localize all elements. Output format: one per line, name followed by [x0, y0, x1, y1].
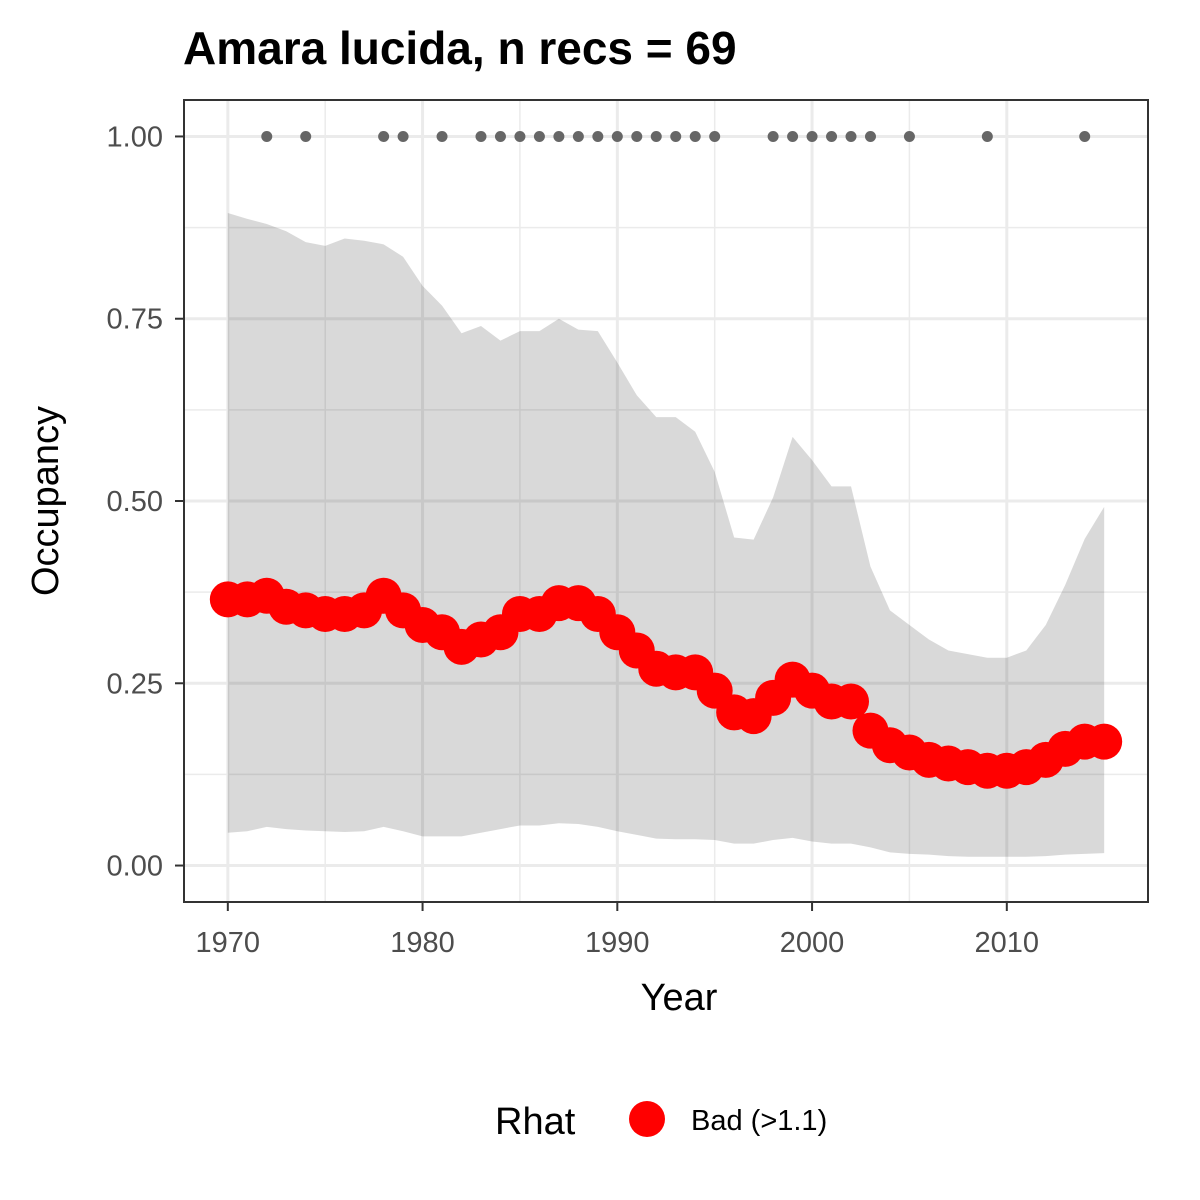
record-point — [689, 130, 701, 142]
record-point — [1079, 130, 1091, 142]
y-axis-title: Occupancy — [25, 406, 67, 596]
record-point — [300, 130, 312, 142]
x-tick-label: 1970 — [196, 927, 261, 959]
record-point — [592, 130, 604, 142]
record-point — [533, 130, 545, 142]
gridlines — [184, 100, 1148, 902]
record-point — [787, 130, 799, 142]
occupancy-point — [833, 683, 870, 720]
record-point — [903, 130, 915, 142]
chart-title: Amara lucida, n recs = 69 — [183, 22, 737, 74]
y-tick-label: 1.00 — [107, 121, 163, 153]
record-point — [631, 130, 643, 142]
record-point — [572, 130, 584, 142]
record-point — [767, 130, 779, 142]
record-point — [806, 130, 818, 142]
x-axis: 1970 1980 1990 2000 2010 — [196, 902, 1040, 959]
record-point — [845, 130, 857, 142]
x-tick-label: 1990 — [585, 927, 650, 959]
record-point — [494, 130, 506, 142]
y-axis: 0.00 0.25 0.50 0.75 1.00 — [107, 121, 184, 883]
record-point — [826, 130, 838, 142]
record-point — [378, 130, 390, 142]
x-axis-title: Year — [641, 977, 718, 1019]
credible-interval-ribbon — [227, 213, 1105, 857]
record-point — [864, 130, 876, 142]
record-point — [436, 130, 448, 142]
legend-label: Bad (>1.1) — [691, 1105, 827, 1137]
y-tick-label: 0.50 — [107, 486, 163, 518]
x-tick-label: 2010 — [975, 927, 1040, 959]
record-point — [261, 130, 273, 142]
y-tick-label: 0.25 — [107, 668, 163, 700]
credible-interval-ribbon-group — [227, 213, 1105, 857]
legend-title: Rhat — [495, 1101, 576, 1143]
x-tick-label: 2000 — [780, 927, 845, 959]
y-tick-label: 0.00 — [107, 851, 163, 883]
legend-key-red-dot — [629, 1101, 665, 1137]
occupancy-point — [1086, 723, 1123, 760]
record-point — [650, 130, 662, 142]
x-tick-label: 1980 — [390, 927, 455, 959]
record-point — [981, 130, 993, 142]
y-tick-label: 0.75 — [107, 304, 163, 336]
occupancy-points — [209, 577, 1123, 789]
record-point — [553, 130, 565, 142]
record-point — [514, 130, 526, 142]
record-point — [475, 130, 487, 142]
record-point — [611, 130, 623, 142]
legend: Rhat Bad (>1.1) — [495, 1101, 827, 1143]
record-point — [709, 130, 721, 142]
record-point — [670, 130, 682, 142]
record-points — [261, 130, 1091, 142]
record-point — [397, 130, 409, 142]
